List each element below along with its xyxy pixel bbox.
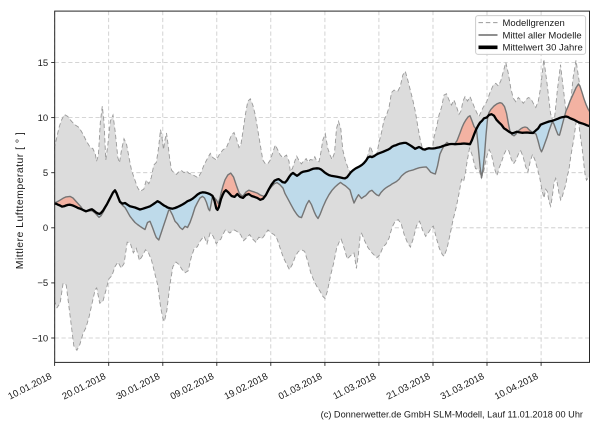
svg-text:10: 10	[38, 113, 49, 124]
svg-text:5: 5	[43, 168, 48, 179]
svg-text:15: 15	[38, 58, 49, 69]
svg-text:0: 0	[43, 223, 48, 234]
svg-text:Modellgrenzen: Modellgrenzen	[503, 18, 565, 29]
svg-text:−5: −5	[37, 278, 48, 289]
svg-text:Mittlere Lufttemperatur [ ° ]: Mittlere Lufttemperatur [ ° ]	[14, 132, 26, 269]
svg-text:(c) Donnerwetter.de GmbH SLM-M: (c) Donnerwetter.de GmbH SLM-Modell, Lau…	[321, 409, 583, 419]
svg-text:−10: −10	[32, 333, 48, 344]
svg-text:Mittel aller Modelle: Mittel aller Modelle	[503, 30, 582, 41]
svg-text:Mittelwert 30 Jahre: Mittelwert 30 Jahre	[503, 43, 583, 54]
